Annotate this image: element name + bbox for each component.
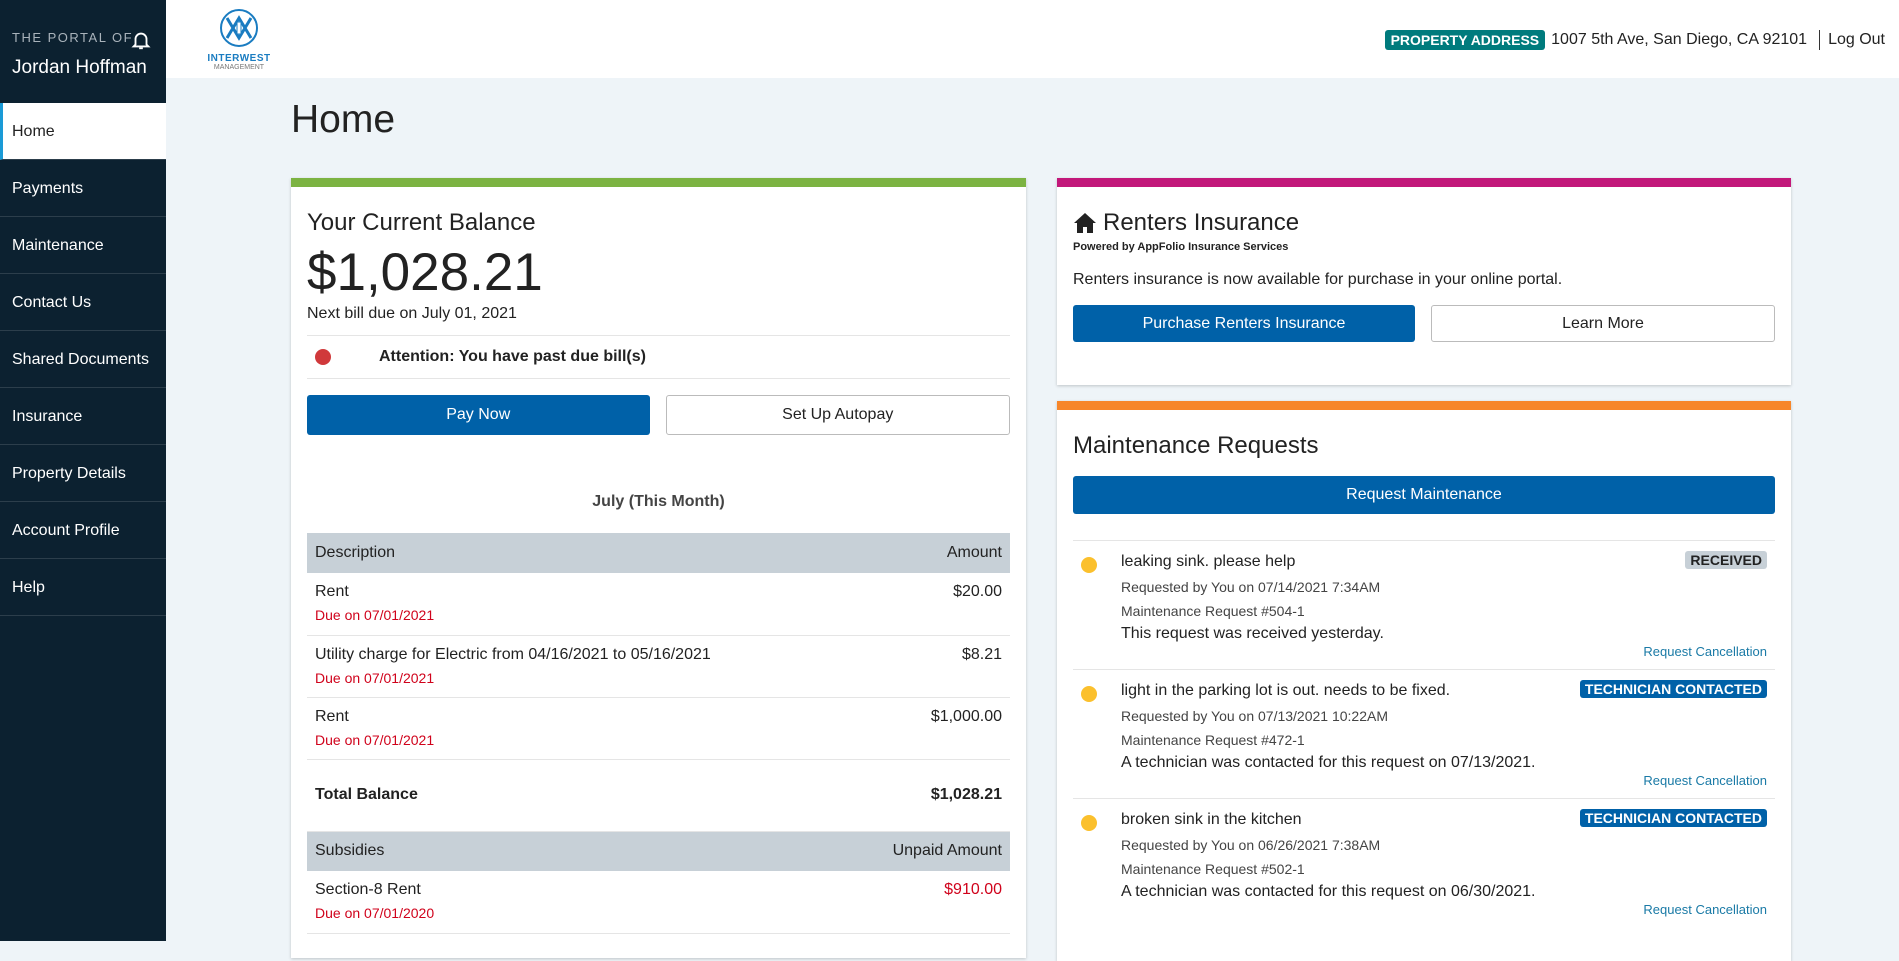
portal-header: THE PORTAL OF Jordan Hoffman bbox=[0, 0, 166, 103]
table-row: Rent Due on 07/01/2021 $20.00 bbox=[307, 573, 1010, 636]
page-title: Home bbox=[291, 98, 396, 141]
powered-by: Powered by AppFolio Insurance Services bbox=[1073, 241, 1289, 253]
status-badge: TECHNICIAN CONTACTED bbox=[1579, 809, 1767, 827]
request-description: This request was received yesterday. bbox=[1121, 625, 1384, 642]
request-description: A technician was contacted for this requ… bbox=[1121, 754, 1536, 771]
column-header: Subsidies bbox=[307, 831, 846, 871]
user-name: Jordan Hoffman bbox=[12, 57, 147, 78]
alert-dot-icon bbox=[315, 349, 331, 365]
charge-amount: $1,000.00 bbox=[845, 697, 1010, 760]
total-row: Total Balance $1,028.21 bbox=[307, 759, 1010, 832]
table-row: Rent Due on 07/01/2021 $1,000.00 bbox=[307, 697, 1010, 760]
sidebar-nav: Home Payments Maintenance Contact Us Sha… bbox=[0, 103, 166, 616]
card-accent bbox=[1057, 178, 1791, 187]
next-bill-date: Next bill due on July 01, 2021 bbox=[307, 305, 517, 322]
status-dot-icon bbox=[1081, 557, 1097, 573]
sidebar-item-home[interactable]: Home bbox=[0, 103, 166, 160]
charge-description: Utility charge for Electric from 04/16/2… bbox=[315, 645, 711, 663]
portal-of-label: THE PORTAL OF bbox=[12, 30, 134, 45]
charge-amount: $20.00 bbox=[845, 573, 1010, 636]
sidebar-item-property-details[interactable]: Property Details bbox=[0, 445, 166, 502]
sidebar-item-help[interactable]: Help bbox=[0, 559, 166, 616]
status-badge: RECEIVED bbox=[1685, 551, 1767, 569]
list-item: broken sink in the kitchen Requested by Y… bbox=[1073, 798, 1775, 927]
request-cancellation-link[interactable]: Request Cancellation bbox=[1643, 902, 1767, 917]
status-badge: TECHNICIAN CONTACTED bbox=[1579, 680, 1767, 698]
request-number: Maintenance Request #472-1 bbox=[1121, 732, 1305, 748]
request-title: leaking sink. please help bbox=[1121, 553, 1296, 570]
total-label: Total Balance bbox=[307, 759, 846, 832]
logo-subtext: MANAGEMENT bbox=[213, 64, 265, 71]
subsidy-amount: $910.00 bbox=[845, 871, 1010, 934]
maintenance-card: Maintenance Requests Request Maintenance… bbox=[1057, 401, 1791, 961]
sidebar-item-account-profile[interactable]: Account Profile bbox=[0, 502, 166, 559]
column-header: Unpaid Amount bbox=[845, 831, 1010, 871]
request-description: A technician was contacted for this requ… bbox=[1121, 883, 1536, 900]
logo-text: INTERWEST bbox=[207, 53, 271, 64]
charges-table: Description Amount Rent Due on 07/01/2021 $… bbox=[307, 533, 1010, 934]
balance-amount: $1,028.21 bbox=[307, 243, 543, 302]
renters-insurance-card: Renters Insurance Powered by AppFolio In… bbox=[1057, 178, 1791, 385]
month-heading: July (This Month) bbox=[592, 493, 725, 510]
request-date: Requested by You on 07/14/2021 7:34AM bbox=[1121, 579, 1381, 595]
purchase-insurance-button[interactable]: Purchase Renters Insurance bbox=[1073, 305, 1415, 342]
sidebar-item-maintenance[interactable]: Maintenance bbox=[0, 217, 166, 274]
logout-link[interactable]: Log Out bbox=[1828, 31, 1885, 48]
setup-autopay-button[interactable]: Set Up Autopay bbox=[665, 395, 1010, 435]
request-number: Maintenance Request #504-1 bbox=[1121, 603, 1305, 619]
balance-card: Your Current Balance $1,028.21 Next bill… bbox=[291, 178, 1026, 958]
sidebar-item-shared-documents[interactable]: Shared Documents bbox=[0, 331, 166, 388]
maintenance-title: Maintenance Requests bbox=[1073, 432, 1319, 459]
alert-text: Attention: You have past due bill(s) bbox=[379, 348, 646, 365]
charge-description: Rent bbox=[315, 707, 349, 725]
pay-now-button[interactable]: Pay Now bbox=[307, 395, 650, 435]
request-maintenance-button[interactable]: Request Maintenance bbox=[1073, 476, 1775, 514]
request-number: Maintenance Request #502-1 bbox=[1121, 861, 1305, 877]
column-header: Amount bbox=[845, 533, 1010, 573]
logo-emblem-icon bbox=[220, 9, 258, 47]
balance-title: Your Current Balance bbox=[307, 209, 536, 236]
status-dot-icon bbox=[1081, 686, 1097, 702]
top-header: INTERWEST MANAGEMENT PROPERTY ADDRESS 10… bbox=[166, 0, 1899, 78]
status-dot-icon bbox=[1081, 815, 1097, 831]
charge-description: Rent bbox=[315, 583, 349, 600]
table-row: Utility charge for Electric from 04/16/2… bbox=[307, 635, 1010, 698]
due-date: Due on 07/01/2020 bbox=[315, 905, 435, 921]
company-logo[interactable]: INTERWEST MANAGEMENT bbox=[206, 8, 272, 71]
insurance-text: Renters insurance is now available for p… bbox=[1073, 271, 1563, 288]
learn-more-button[interactable]: Learn More bbox=[1431, 305, 1775, 342]
request-title: light in the parking lot is out. needs t… bbox=[1121, 682, 1451, 699]
past-due-alert: Attention: You have past due bill(s) bbox=[307, 335, 1010, 379]
sidebar-item-contact-us[interactable]: Contact Us bbox=[0, 274, 166, 331]
request-date: Requested by You on 06/26/2021 7:38AM bbox=[1121, 837, 1381, 853]
due-date: Due on 07/01/2021 bbox=[315, 607, 435, 623]
card-accent bbox=[291, 178, 1026, 187]
list-item: light in the parking lot is out. needs t… bbox=[1073, 669, 1775, 798]
card-accent bbox=[1057, 401, 1791, 410]
insurance-title: Renters Insurance bbox=[1103, 209, 1300, 236]
request-cancellation-link[interactable]: Request Cancellation bbox=[1643, 644, 1767, 659]
sidebar-item-insurance[interactable]: Insurance bbox=[0, 388, 166, 445]
request-date: Requested by You on 07/13/2021 10:22AM bbox=[1121, 708, 1388, 724]
request-title: broken sink in the kitchen bbox=[1121, 811, 1302, 828]
divider bbox=[1819, 30, 1821, 50]
due-date: Due on 07/01/2021 bbox=[315, 669, 435, 686]
due-date: Due on 07/01/2021 bbox=[315, 731, 435, 748]
table-row: Section-8 Rent Due on 07/01/2020 $910.00 bbox=[307, 871, 1010, 934]
subsidy-description: Section-8 Rent bbox=[315, 881, 421, 898]
property-address-badge: PROPERTY ADDRESS bbox=[1384, 30, 1546, 50]
request-cancellation-link[interactable]: Request Cancellation bbox=[1643, 773, 1767, 788]
sidebar-item-payments[interactable]: Payments bbox=[0, 160, 166, 217]
home-icon bbox=[1074, 213, 1096, 233]
property-address: 1007 5th Ave, San Diego, CA 92101 bbox=[1551, 31, 1808, 48]
charge-amount: $8.21 bbox=[845, 635, 1010, 698]
list-item: leaking sink. please help Requested by Yo… bbox=[1073, 540, 1775, 669]
total-amount: $1,028.21 bbox=[845, 759, 1010, 832]
bell-icon[interactable] bbox=[130, 28, 152, 52]
column-header: Description bbox=[307, 533, 846, 573]
sidebar: THE PORTAL OF Jordan Hoffman Home Paymen… bbox=[0, 0, 166, 941]
